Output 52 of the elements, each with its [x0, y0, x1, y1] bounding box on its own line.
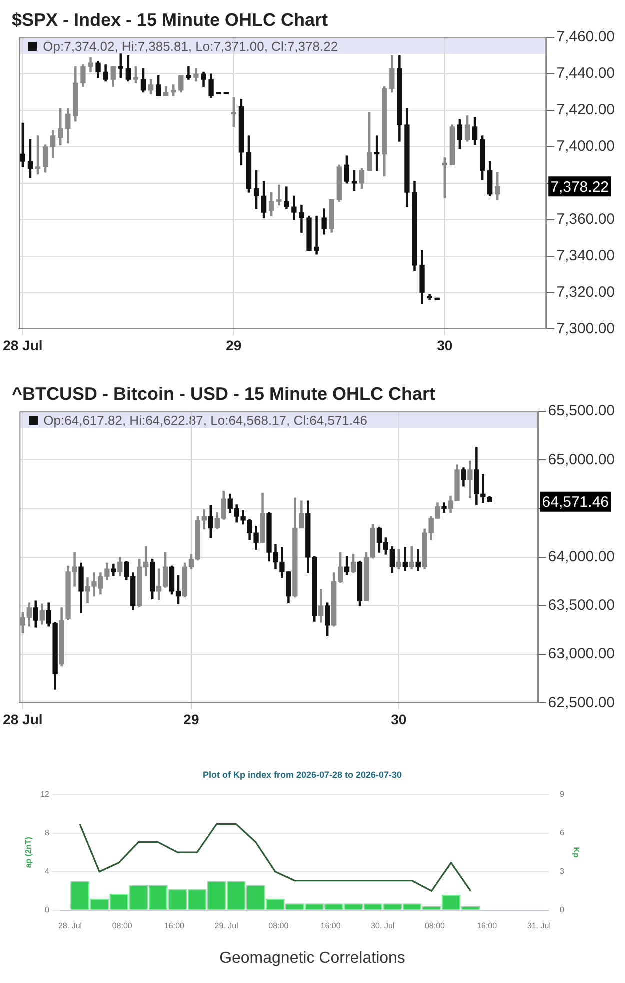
candlestick: [224, 92, 229, 94]
y-axis-title: ap (2nT): [24, 836, 34, 868]
y-tick-label: 62,500.00: [548, 694, 616, 712]
x-tick-label: 16:00: [477, 921, 498, 930]
x-tick-label: 31. Jul: [527, 921, 552, 930]
y-tick-label: 7,400.00: [556, 138, 615, 156]
text: 64,571.46: [542, 494, 610, 511]
y-tick-label: 7,340.00: [556, 247, 615, 264]
y-tick-label: 65,500.00: [548, 402, 616, 420]
info-panel: Op:64,617.82, Hi:64,622.87, Lo:64,568.17, Cl:64,571.46: [20, 412, 538, 428]
x-tick-label: 29: [184, 711, 200, 728]
y-tick-label: 7,360.00: [556, 210, 615, 228]
y-tick-label: 64,000.00: [548, 548, 616, 566]
y-tick-label: 7,320.00: [556, 284, 615, 301]
y-tick-label: 4: [45, 867, 50, 876]
chart-title: ^BTCUSD - Bitcoin - USD - 15 Minute OHLC Chart: [12, 384, 436, 404]
y-tick-label: 63,000.00: [548, 646, 616, 663]
x-tick-label: 28 Jul: [3, 711, 43, 728]
x-tick-label: 08:00: [112, 921, 133, 930]
y-tick-label: 7,440.00: [556, 65, 615, 82]
x-tick-label: 08:00: [424, 921, 446, 930]
candlestick: [216, 92, 222, 94]
y-tick-label: 8: [45, 828, 50, 838]
info-panel: Op:7,374.02, Hi:7,385.81, Lo:7,371.00, Cl:7,378.22: [20, 38, 546, 54]
y2-tick-label: 6: [560, 828, 565, 838]
x-tick-label: 30: [437, 337, 453, 354]
y-tick-label: 7,420.00: [556, 102, 615, 119]
chart-title: Plot of Kp index from 2026-07-28 to 2026-07-30: [202, 770, 402, 780]
x-tick-label: 30: [391, 711, 407, 728]
annotation: Op:64,617.82, Hi:64,622.87, Lo:64,568.17, Cl:64,571.46: [44, 412, 368, 428]
x-tick-label: 16:00: [320, 921, 342, 930]
x-tick-label: 28. Jul: [58, 921, 82, 930]
y-tick-label: 7,300.00: [556, 320, 615, 338]
y-tick-label: 65,000.00: [548, 451, 616, 468]
x-tick-label: 30. Jul: [371, 921, 395, 930]
text: 7,378.22: [550, 178, 609, 196]
x-tick-label: 28 Jul: [3, 337, 43, 354]
text: Geomagnetic Correlations: [218, 949, 406, 968]
x-tick-label: 29. Jul: [214, 921, 239, 930]
annotation: Op:7,374.02, Hi:7,385.81, Lo:7,371.00, Cl:7,378.22: [43, 38, 338, 54]
chart-title: $SPX - Index - 15 Minute OHLC Chart: [12, 10, 328, 30]
y2-tick-label: 3: [560, 867, 565, 876]
y2-tick-label: 9: [560, 790, 565, 800]
y-tick-label: 63,500.00: [548, 597, 616, 614]
y2-axis-title: Kp: [572, 847, 581, 858]
y-tick-label: 7,460.00: [556, 28, 615, 46]
x-tick-label: 16:00: [164, 921, 186, 930]
y-tick-label: 0: [45, 906, 50, 915]
x-tick-label: 08:00: [268, 921, 290, 930]
y-tick-label: 12: [40, 790, 50, 800]
x-tick-label: 29: [226, 337, 242, 354]
candlestick: [434, 298, 440, 300]
